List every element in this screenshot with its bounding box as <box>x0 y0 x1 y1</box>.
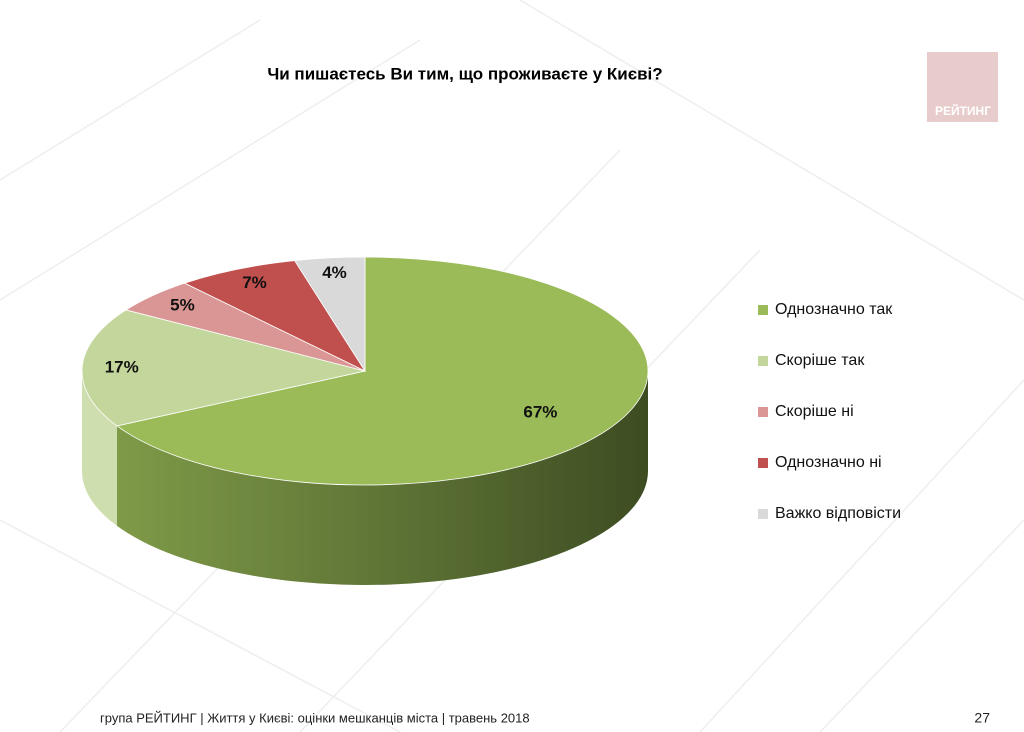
data-label: 4% <box>322 263 347 282</box>
page-number: 27 <box>974 710 990 726</box>
footer: група РЕЙТИНГ | Життя у Києві: оцінки ме… <box>100 710 530 725</box>
legend-marker <box>758 509 768 519</box>
legend-label: Однозначно ні <box>775 454 882 471</box>
slice <box>81 309 366 427</box>
data-label: 67% <box>523 402 557 421</box>
pie: 67% 17% 5% 7% 4% <box>81 256 649 585</box>
legend-marker <box>758 407 768 417</box>
slice-side <box>82 371 118 526</box>
slice <box>183 260 367 372</box>
slice <box>116 256 649 486</box>
legend-marker <box>758 458 768 468</box>
logo-text: РЕЙТИНГ <box>935 103 991 118</box>
logo-box <box>927 52 998 122</box>
legend-label: Важко відповісти <box>775 505 901 522</box>
legend-label: Скоріше ні <box>775 403 854 420</box>
legend-label: Скоріше так <box>775 352 865 369</box>
legend-marker <box>758 305 768 315</box>
slice <box>293 256 366 373</box>
chart-title: Чи пишаєтесь Ви тим, що проживаєте у Киє… <box>267 64 662 83</box>
slice-side <box>117 371 649 585</box>
data-label: 7% <box>242 273 267 292</box>
legend-marker <box>758 356 768 366</box>
data-label: 17% <box>105 357 139 376</box>
legend: Однозначно так Скоріше так Скоріше ні Одноз… <box>758 301 901 522</box>
data-label: 5% <box>170 296 195 315</box>
legend-label: Однозначно так <box>775 301 893 318</box>
